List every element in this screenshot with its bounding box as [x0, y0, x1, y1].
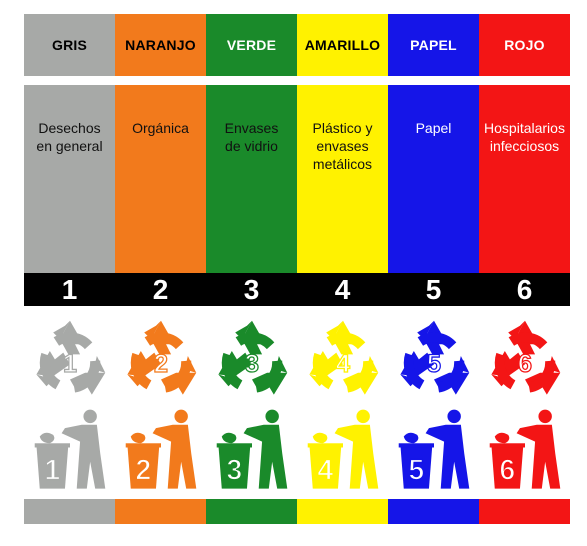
color-header: AMARILLO: [297, 14, 388, 76]
header-divider: [115, 76, 206, 85]
header-divider: [479, 76, 570, 85]
svg-text:5: 5: [408, 454, 424, 486]
trash-bin-icon: 4: [301, 408, 385, 492]
waste-description: Envases de vidrio: [224, 120, 279, 154]
waste-description-panel: Papel: [388, 85, 479, 273]
recycle-icon: 2: [119, 314, 203, 398]
column-number: 5: [388, 273, 479, 306]
waste-description-panel: Envases de vidrio: [206, 85, 297, 273]
svg-text:2: 2: [135, 454, 151, 486]
color-column-gris: GRIS Desechos en general 1 1 1: [24, 14, 115, 527]
column-number: 2: [115, 273, 206, 306]
recycle-icon: 1: [28, 314, 112, 398]
trash-bin-icon: 3: [210, 408, 294, 492]
svg-text:4: 4: [336, 350, 350, 378]
color-column-naranjo: NARANJO Orgánica 2 2 2: [115, 14, 206, 527]
color-column-papel: PAPEL Papel 5 5 5: [388, 14, 479, 527]
trash-bin-icon: 2: [119, 408, 203, 492]
waste-description-panel: Plástico y envases metálicos: [297, 85, 388, 273]
svg-text:5: 5: [427, 350, 441, 378]
waste-description-panel: Orgánica: [115, 85, 206, 273]
recycle-icon: 5: [392, 314, 476, 398]
color-column-amarillo: AMARILLO Plástico y envases metálicos 4 4 4: [297, 14, 388, 527]
color-swatch-bar: [479, 499, 570, 524]
column-number: 3: [206, 273, 297, 306]
svg-text:1: 1: [63, 350, 77, 378]
waste-description: Papel: [415, 120, 452, 136]
waste-description: Plástico y envases metálicos: [312, 120, 373, 172]
color-swatch-bar: [115, 499, 206, 524]
column-number: 1: [24, 273, 115, 306]
color-swatch-bar: [24, 499, 115, 524]
waste-description: Desechos en general: [36, 120, 103, 154]
color-column-verde: VERDE Envases de vidrio 3 3 3: [206, 14, 297, 527]
column-number: 4: [297, 273, 388, 306]
svg-text:4: 4: [317, 454, 333, 486]
waste-description-panel: Desechos en general: [24, 85, 115, 273]
recycle-icon: 4: [301, 314, 385, 398]
trash-bin-icon: 1: [28, 408, 112, 492]
color-header: ROJO: [479, 14, 570, 76]
header-divider: [388, 76, 479, 85]
color-swatch-bar: [297, 499, 388, 524]
color-header: PAPEL: [388, 14, 479, 76]
color-header: GRIS: [24, 14, 115, 76]
trash-bin-icon: 5: [392, 408, 476, 492]
column-number: 6: [479, 273, 570, 306]
header-divider: [297, 76, 388, 85]
svg-text:6: 6: [518, 350, 532, 378]
recycle-icon: 3: [210, 314, 294, 398]
color-swatch-bar: [388, 499, 479, 524]
waste-description: Hospitalarios infecciosos: [484, 120, 565, 154]
svg-text:1: 1: [44, 454, 60, 486]
svg-text:3: 3: [226, 454, 242, 486]
svg-text:6: 6: [499, 454, 515, 486]
color-swatch-bar: [206, 499, 297, 524]
header-divider: [24, 76, 115, 85]
svg-text:2: 2: [154, 350, 168, 378]
svg-text:3: 3: [245, 350, 259, 378]
trash-bin-icon: 6: [483, 408, 567, 492]
header-divider: [206, 76, 297, 85]
waste-description-panel: Hospitalarios infecciosos: [479, 85, 570, 273]
waste-description: Orgánica: [132, 120, 189, 136]
color-header: NARANJO: [115, 14, 206, 76]
recycle-icon: 6: [483, 314, 567, 398]
color-header: VERDE: [206, 14, 297, 76]
color-column-rojo: ROJO Hospitalarios infecciosos 6 6 6: [479, 14, 570, 527]
